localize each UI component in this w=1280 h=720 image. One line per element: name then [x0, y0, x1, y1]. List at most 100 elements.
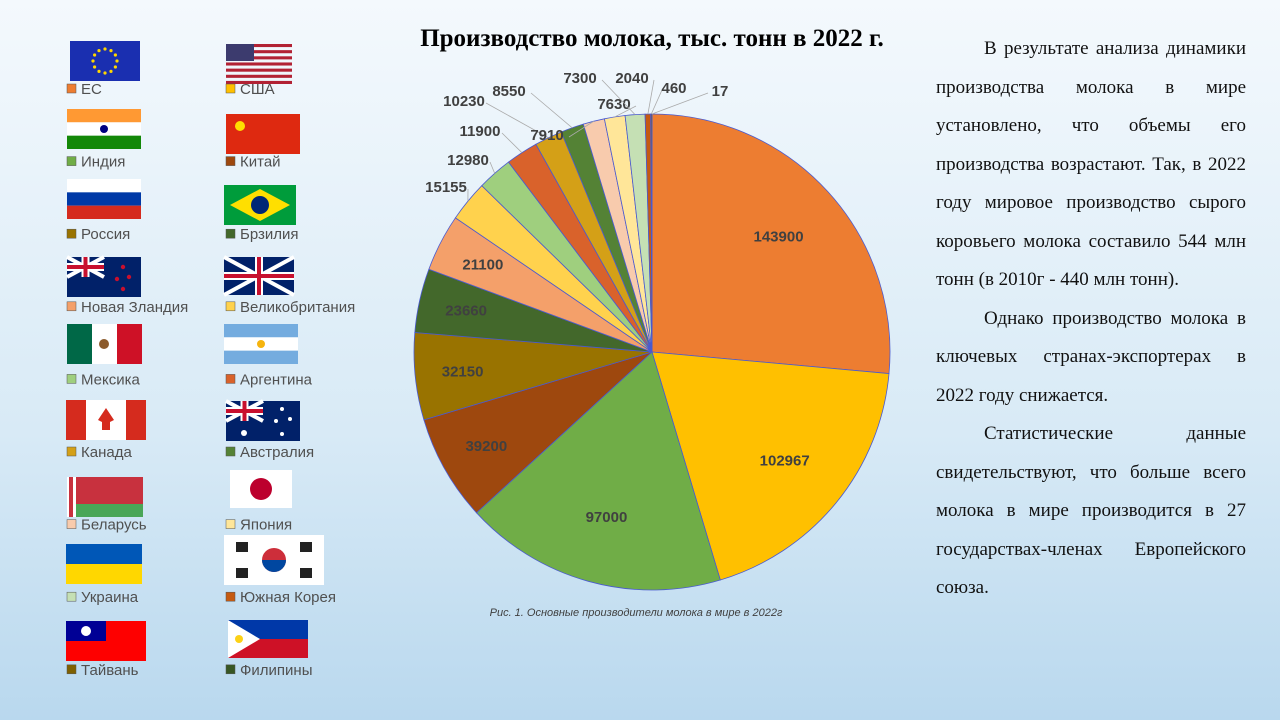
legend-swatch	[66, 374, 77, 384]
value-label: 15155	[425, 179, 467, 196]
legend-label: Новая Зландия	[81, 299, 188, 316]
leader-line	[650, 89, 663, 115]
flag-part	[226, 114, 300, 154]
flag	[66, 621, 146, 661]
legend-swatch	[66, 156, 77, 166]
flag-part	[250, 478, 272, 500]
flag-part	[67, 192, 141, 206]
value-label: 2040	[615, 70, 648, 87]
flag-part	[235, 121, 245, 131]
flag-part	[226, 44, 292, 48]
legend-label: Тайвань	[81, 662, 139, 679]
flag-part	[67, 477, 143, 504]
chart: Производство молока, тыс. тонн в 2022 г.…	[66, 25, 891, 679]
legend-label: Мексика	[81, 371, 141, 388]
flag-part	[81, 626, 91, 636]
flag-part	[67, 205, 141, 219]
flag-part	[98, 408, 114, 430]
legend-swatch	[66, 446, 77, 457]
value-label: 143900	[754, 228, 804, 245]
flag-part	[67, 504, 143, 517]
flag-part	[109, 69, 113, 73]
flag-part	[280, 432, 284, 436]
legend-label: Австралия	[240, 444, 314, 461]
flag-part	[126, 400, 146, 440]
flag-part	[224, 350, 298, 364]
flag-part	[93, 65, 97, 69]
legend-swatch	[66, 519, 77, 529]
flag-part	[226, 50, 292, 54]
flag-part	[115, 59, 119, 63]
legend-swatch	[225, 374, 236, 384]
flag-part	[117, 324, 142, 364]
flag-part	[126, 274, 132, 280]
flag	[224, 185, 296, 225]
flag-part	[97, 69, 101, 73]
flag	[225, 399, 300, 441]
leader-line	[614, 105, 637, 118]
leader-line	[601, 79, 636, 115]
flag-part	[67, 179, 141, 193]
pie-slice	[651, 351, 890, 581]
flag	[66, 544, 142, 584]
flag-part	[226, 409, 263, 413]
legend-label: Украина	[81, 589, 139, 606]
flag-part	[224, 324, 298, 338]
flag	[70, 41, 140, 81]
legend-swatch	[66, 591, 77, 602]
flag	[226, 44, 292, 84]
legend-label: ЕС	[81, 81, 102, 98]
flag-part	[99, 339, 109, 349]
flag	[66, 255, 141, 297]
legend-label: Брзилия	[240, 226, 299, 243]
flag	[67, 109, 141, 149]
flag-part	[236, 542, 248, 552]
caption: Рис. 1. Основные производители молока в …	[490, 607, 783, 619]
flag-part	[120, 264, 126, 270]
legend-label: Япония	[240, 517, 292, 534]
legend-swatch	[66, 228, 77, 239]
legend-label: США	[240, 81, 275, 98]
flag	[66, 400, 146, 440]
legend-label: Канада	[81, 444, 132, 461]
flag-part	[241, 430, 247, 436]
value-label: 8550	[492, 83, 525, 100]
flag-part	[226, 68, 292, 72]
flag	[230, 470, 292, 508]
paragraph: Однако производство молока в ключевых ст…	[936, 307, 1246, 406]
flag-part	[288, 417, 292, 421]
flag-part	[226, 80, 292, 84]
leader-line	[647, 79, 655, 115]
flag	[228, 620, 308, 658]
paragraph: В результате анализа динамики производст…	[936, 38, 1246, 290]
flag-part	[300, 542, 312, 552]
flag-part	[109, 49, 113, 53]
flag-part	[67, 109, 141, 123]
value-label: 39200	[465, 438, 507, 455]
legend-swatch	[225, 519, 236, 529]
legend-swatch	[225, 664, 236, 675]
chart-title: Производство молока, тыс. тонн в 2022 г.	[420, 25, 884, 52]
flag-part	[70, 41, 140, 81]
leader-line	[489, 161, 496, 174]
flag-part	[67, 324, 92, 364]
paragraph: Статистические данные свидетельствуют, ч…	[936, 423, 1246, 598]
flag	[224, 324, 298, 364]
legend-label: Филипины	[240, 662, 312, 679]
flag-part	[114, 276, 120, 282]
legend-label: Южная Корея	[240, 589, 336, 606]
flag-part	[226, 62, 292, 66]
legend-label: Индия	[81, 154, 125, 171]
flag-part	[226, 44, 254, 61]
value-label: 21100	[462, 257, 503, 274]
value-label: 10230	[443, 93, 485, 110]
flag-part	[97, 49, 101, 53]
flag-part	[66, 564, 142, 584]
leader-line	[651, 92, 709, 115]
legend-swatch	[225, 156, 236, 166]
flag-part	[100, 125, 108, 133]
flag-part	[103, 71, 107, 75]
value-label: 97000	[586, 509, 628, 526]
flag	[67, 324, 142, 364]
